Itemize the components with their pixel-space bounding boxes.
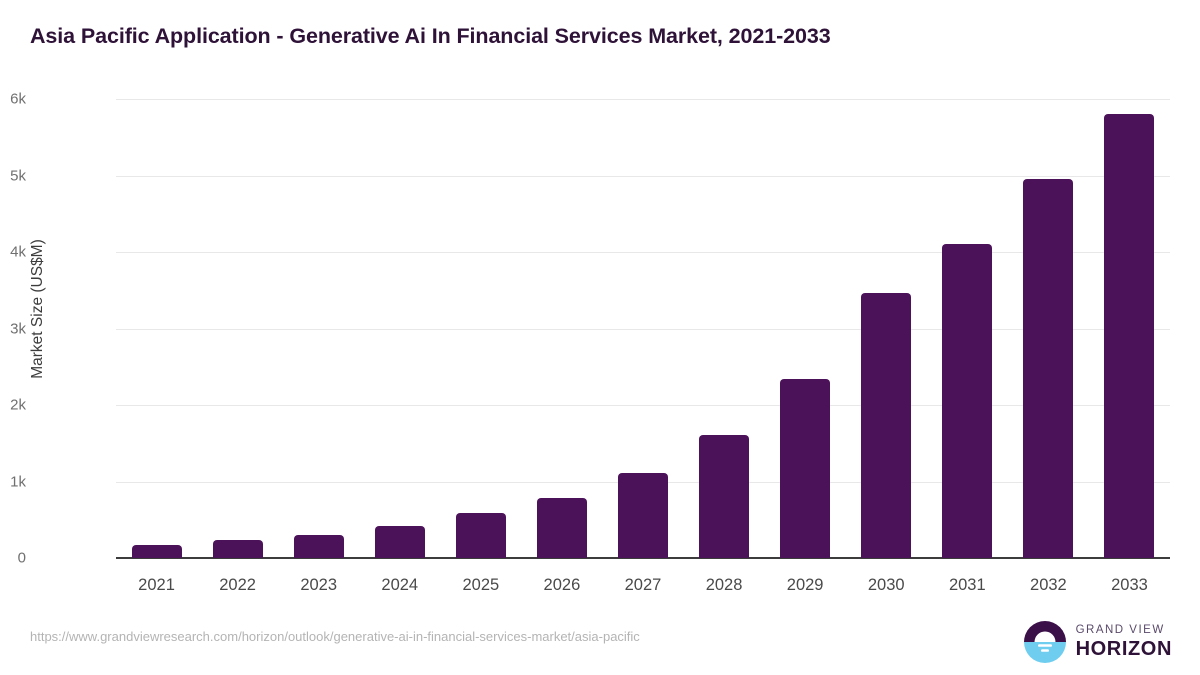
x-axis-tick-label: 2022 <box>219 576 256 594</box>
bar-2025[interactable] <box>455 512 506 558</box>
y-axis-title: Market Size (US$M) <box>29 239 46 379</box>
gridline <box>116 175 1170 177</box>
bar-slot <box>359 99 440 558</box>
x-axis-line <box>116 557 1170 559</box>
bar-2030[interactable] <box>861 292 912 558</box>
bar-2032[interactable] <box>1023 179 1074 558</box>
gridline <box>116 252 1170 253</box>
bar-slot <box>846 99 927 558</box>
y-axis-tick-label: 5k <box>10 167 26 184</box>
x-axis-tick-label: 2030 <box>867 576 905 594</box>
gridline <box>116 99 1170 100</box>
x-axis-tick-label: 2031 <box>948 576 986 594</box>
y-axis-tick-label: 6k <box>10 90 26 108</box>
y-axis-tick-label: 2k <box>10 396 26 414</box>
chart-plot-wrapper: Market Size (US$M) 0 1k 2k 3k 4k 5k 6k 2021 202… <box>0 80 1200 600</box>
bar-slot <box>278 99 359 558</box>
y-axis-tick-label: 0 <box>17 549 26 567</box>
bar-slot <box>1008 99 1089 558</box>
bar-2033[interactable] <box>1104 113 1155 558</box>
gridline <box>116 405 1170 406</box>
horizon-logo-icon <box>1023 621 1066 663</box>
bar-slot <box>927 99 1008 558</box>
bar-2023[interactable] <box>293 534 344 558</box>
x-axis-tick-label: 2024 <box>381 576 419 594</box>
bar-2029[interactable] <box>780 379 831 558</box>
plot-area <box>116 99 1170 559</box>
bar-2031[interactable] <box>942 243 993 558</box>
bar-2021[interactable] <box>131 545 182 558</box>
bar-2026[interactable] <box>536 497 587 558</box>
logo-wordmark: GRAND VIEW HORIZON <box>1075 623 1172 661</box>
bar-slot <box>116 99 197 558</box>
bar-2027[interactable] <box>617 472 668 558</box>
bar-slot <box>197 99 278 558</box>
bar-slot <box>602 99 683 558</box>
bar-slot <box>1089 99 1170 558</box>
bar-slot <box>440 99 521 558</box>
x-axis-tick-label: 2023 <box>300 576 338 594</box>
bar-2022[interactable] <box>212 539 263 558</box>
x-axis-tick-label: 2029 <box>786 576 824 594</box>
logo-brand-bottom: HORIZON <box>1075 638 1172 661</box>
x-axis-tick-label: 2032 <box>1030 576 1067 594</box>
bars-group <box>116 99 1170 558</box>
brand-logo[interactable]: GRAND VIEW HORIZON <box>1023 620 1172 664</box>
page-title: Asia Pacific Application - Generative Ai… <box>30 24 831 48</box>
x-axis-tick-label: 2028 <box>705 576 743 594</box>
source-url[interactable]: https://www.grandviewresearch.com/horizo… <box>30 629 640 644</box>
logo-brand-top: GRAND VIEW <box>1075 623 1165 636</box>
x-axis-tick-label: 2026 <box>543 576 581 594</box>
bar-2024[interactable] <box>374 525 425 558</box>
bar-2028[interactable] <box>699 434 750 558</box>
y-axis-tick-label: 1k <box>10 473 26 490</box>
x-axis-tick-label: 2025 <box>462 576 500 594</box>
y-axis-tick-label: 3k <box>10 320 26 337</box>
x-axis-tick-label: 2033 <box>1111 576 1148 594</box>
y-axis-tick-label: 4k <box>10 243 26 261</box>
gridline <box>116 328 1170 330</box>
bar-slot <box>521 99 602 558</box>
x-axis-tick-label: 2021 <box>138 576 175 594</box>
bar-slot <box>684 99 765 558</box>
x-axis-tick-label: 2027 <box>624 576 662 594</box>
bar-slot <box>765 99 846 558</box>
